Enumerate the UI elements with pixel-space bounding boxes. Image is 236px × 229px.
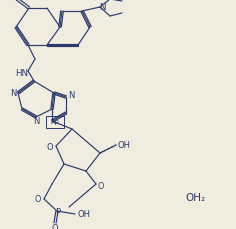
Text: P: P (55, 208, 61, 217)
Text: Ap: Ap (51, 118, 59, 124)
Text: OH: OH (118, 141, 131, 150)
Text: OH: OH (77, 210, 90, 218)
Text: HN: HN (16, 68, 29, 77)
Text: N: N (99, 3, 105, 11)
Text: N: N (33, 117, 39, 126)
Text: O: O (10, 0, 17, 3)
Text: N: N (68, 91, 74, 100)
Bar (46, 117, 64, 128)
Text: OH₂: OH₂ (185, 192, 205, 202)
Text: O: O (52, 224, 58, 229)
Text: O: O (47, 143, 53, 152)
Text: O: O (98, 182, 104, 191)
Text: O: O (35, 195, 41, 204)
Text: N: N (10, 89, 16, 98)
